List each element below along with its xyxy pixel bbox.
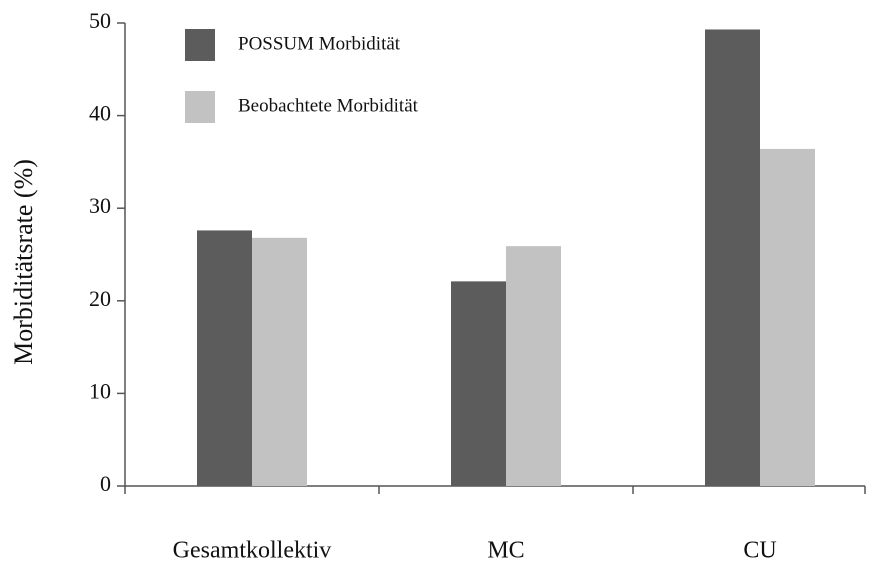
y-tick-label: 20 xyxy=(89,286,111,311)
x-tick-label: MC xyxy=(487,538,524,564)
bar xyxy=(506,246,561,486)
x-tick-label: CU xyxy=(743,538,776,564)
bar xyxy=(760,148,815,486)
x-tick-label: Gesamtkollektiv xyxy=(173,538,332,564)
y-axis-label: Morbiditätsrate (%) xyxy=(9,159,38,365)
legend-swatch xyxy=(185,91,215,123)
y-tick-label: 0 xyxy=(100,471,111,496)
bar xyxy=(252,237,307,486)
y-tick-label: 40 xyxy=(89,101,111,126)
bar xyxy=(197,230,252,486)
legend-label: Beobachtete Morbidität xyxy=(238,95,419,116)
legend-label: POSSUM Morbidität xyxy=(238,33,401,54)
y-tick-label: 50 xyxy=(89,8,111,33)
y-tick-label: 10 xyxy=(89,378,111,403)
bar xyxy=(451,281,506,486)
bar xyxy=(705,29,760,487)
y-tick-label: 30 xyxy=(89,193,111,218)
legend-swatch xyxy=(185,29,215,61)
